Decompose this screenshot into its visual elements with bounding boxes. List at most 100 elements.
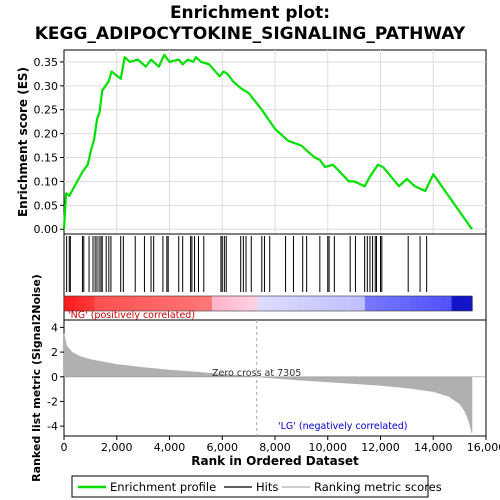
es-ytick-label: 0.05 bbox=[34, 199, 59, 212]
color-bar-segment bbox=[186, 296, 193, 311]
zero-cross-annotation: Zero cross at 7305 bbox=[212, 368, 301, 379]
color-bar-segment bbox=[181, 296, 188, 311]
color-bar-segment bbox=[400, 296, 407, 311]
legend-label-enrichment: Enrichment profile bbox=[110, 480, 216, 494]
color-bar-segment bbox=[273, 296, 279, 311]
color-bar-segment bbox=[206, 296, 213, 311]
color-bar-segment bbox=[84, 296, 91, 311]
rank-ytick-label: -4 bbox=[47, 420, 58, 433]
color-bar-segment bbox=[375, 296, 381, 311]
color-bar-segment bbox=[390, 296, 397, 311]
color-bar-segment bbox=[99, 296, 106, 311]
color-bar-segment bbox=[257, 296, 264, 311]
color-bar-segment bbox=[79, 296, 86, 311]
es-ytick-label: 0.20 bbox=[34, 128, 59, 141]
color-bar-segment bbox=[155, 296, 162, 311]
color-bar-segment bbox=[364, 296, 371, 311]
color-bar-segment bbox=[349, 296, 356, 311]
color-bar-segment bbox=[431, 296, 437, 311]
color-bar-segment bbox=[217, 296, 223, 311]
color-bar-segment bbox=[466, 296, 473, 311]
color-bar-segment bbox=[359, 296, 366, 311]
color-bar-segment bbox=[64, 296, 70, 311]
es-y-axis-label: Enrichment score (ES) bbox=[16, 67, 30, 217]
rank-ytick-label: 4 bbox=[51, 321, 58, 334]
label-positive-correlated: 'NG' (positively correlated) bbox=[68, 310, 195, 321]
es-ytick-label: 0.15 bbox=[34, 152, 59, 165]
color-bar-segment bbox=[252, 296, 259, 311]
color-bar-segment bbox=[319, 296, 325, 311]
x-tick-label: 6,000 bbox=[207, 441, 239, 454]
x-tick-label: 12,000 bbox=[361, 441, 400, 454]
color-bar-segment bbox=[227, 296, 233, 311]
color-bar-segment bbox=[247, 296, 254, 311]
color-bar-segment bbox=[120, 296, 126, 311]
color-bar-segment bbox=[201, 296, 208, 311]
color-bar-segment bbox=[451, 296, 458, 311]
chart-title-line1: Enrichment plot: bbox=[170, 3, 330, 23]
color-bar-segment bbox=[268, 296, 274, 311]
color-bar-segment bbox=[385, 296, 392, 311]
color-bar-segment bbox=[334, 296, 341, 311]
color-bar-segment bbox=[405, 296, 412, 311]
rank-y-axis-ticks: -4 -2 0 2 4 bbox=[47, 321, 64, 433]
color-bar-segment bbox=[415, 296, 422, 311]
color-bar-segment bbox=[94, 296, 101, 311]
color-bar-segment bbox=[293, 296, 300, 311]
color-bar-segment bbox=[324, 296, 330, 311]
x-axis-ticks: 0 2,000 4,000 6,000 8,000 10,000 12,000 14,000 1… bbox=[61, 436, 500, 454]
color-bar-segment bbox=[298, 296, 305, 311]
ranking-metric-area bbox=[63, 333, 473, 434]
es-ytick-label: 0.10 bbox=[34, 175, 59, 188]
x-tick-label: 10,000 bbox=[309, 441, 348, 454]
color-bar-segment bbox=[339, 296, 346, 311]
color-bar-segment bbox=[313, 296, 320, 311]
color-bar-segment bbox=[150, 296, 157, 311]
es-ytick-label: 0.30 bbox=[34, 80, 59, 93]
es-panel-gridlines bbox=[64, 50, 486, 234]
color-bar-segment bbox=[232, 296, 239, 311]
color-bar-segment bbox=[171, 296, 177, 311]
label-negative-correlated: 'LG' (negatively correlated) bbox=[278, 421, 408, 432]
color-bar-segment bbox=[303, 296, 310, 311]
color-bar-segment bbox=[145, 296, 152, 311]
es-ytick-label: 0.35 bbox=[34, 56, 59, 69]
color-bar-outline bbox=[63, 295, 473, 312]
color-bar-segment bbox=[262, 296, 269, 311]
es-curve-layer bbox=[62, 53, 473, 230]
hits-layer bbox=[66, 236, 428, 292]
x-axis-label: Rank in Ordered Dataset bbox=[191, 454, 359, 468]
color-bar-segment bbox=[308, 296, 315, 311]
rank-ytick-label: 0 bbox=[51, 371, 58, 384]
color-bar-segment bbox=[436, 296, 443, 311]
x-tick-label: 2,000 bbox=[101, 441, 133, 454]
color-bar-segment bbox=[222, 296, 228, 311]
color-bar-segment bbox=[370, 296, 376, 311]
color-bar-segment bbox=[191, 296, 198, 311]
legend-label-hits: Hits bbox=[256, 480, 278, 494]
color-bar-segment bbox=[426, 296, 432, 311]
color-bar-segment bbox=[140, 296, 147, 311]
color-bar-segment bbox=[211, 296, 218, 311]
rank-ytick-label: 2 bbox=[51, 346, 58, 359]
legend-label-ranking: Ranking metric scores bbox=[314, 480, 442, 494]
color-bar-segment bbox=[344, 296, 351, 311]
chart-title-line2: KEGG_ADIPOCYTOKINE_SIGNALING_PATHWAY bbox=[35, 24, 466, 44]
color-bar-segment bbox=[288, 296, 295, 311]
color-bar-segment bbox=[421, 296, 427, 311]
rank-ytick-label: -2 bbox=[47, 395, 58, 408]
color-bar-segment bbox=[354, 296, 361, 311]
color-bar-segment bbox=[176, 296, 182, 311]
rank-color-bar bbox=[63, 295, 473, 312]
color-bar-segment bbox=[380, 296, 386, 311]
color-bar-segment bbox=[89, 296, 96, 311]
x-tick-label: 8,000 bbox=[259, 441, 291, 454]
color-bar-segment bbox=[125, 296, 131, 311]
color-bar-segment bbox=[104, 296, 111, 311]
rank-y-axis-label: Ranked list metric (Signal2Noise) bbox=[30, 274, 43, 482]
color-bar-segment bbox=[160, 296, 167, 311]
color-bar-segment bbox=[456, 296, 463, 311]
color-bar-segment bbox=[242, 296, 249, 311]
es-ytick-label: 0.25 bbox=[34, 104, 59, 117]
